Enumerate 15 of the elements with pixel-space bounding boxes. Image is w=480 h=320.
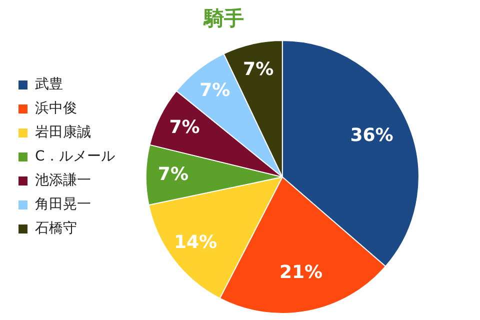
legend-label: 武豊	[35, 76, 63, 93]
chart-title: 騎手	[203, 6, 244, 30]
data-label: 7%	[200, 80, 230, 101]
legend-label: 角田晃一	[35, 196, 91, 213]
data-label: 21%	[279, 262, 323, 284]
data-label: 7%	[158, 164, 188, 185]
legend-label: 浜中俊	[35, 100, 77, 117]
legend-label: 石橋守	[35, 220, 77, 237]
data-label: 14%	[174, 232, 218, 253]
legend-label: 岩田康誠	[35, 124, 91, 141]
data-label: 36%	[350, 124, 394, 146]
legend-label: C．ルメール	[35, 148, 115, 165]
data-label: 7%	[169, 117, 200, 138]
data-label: 7%	[243, 59, 274, 80]
legend-label: 池添謙一	[35, 172, 91, 189]
